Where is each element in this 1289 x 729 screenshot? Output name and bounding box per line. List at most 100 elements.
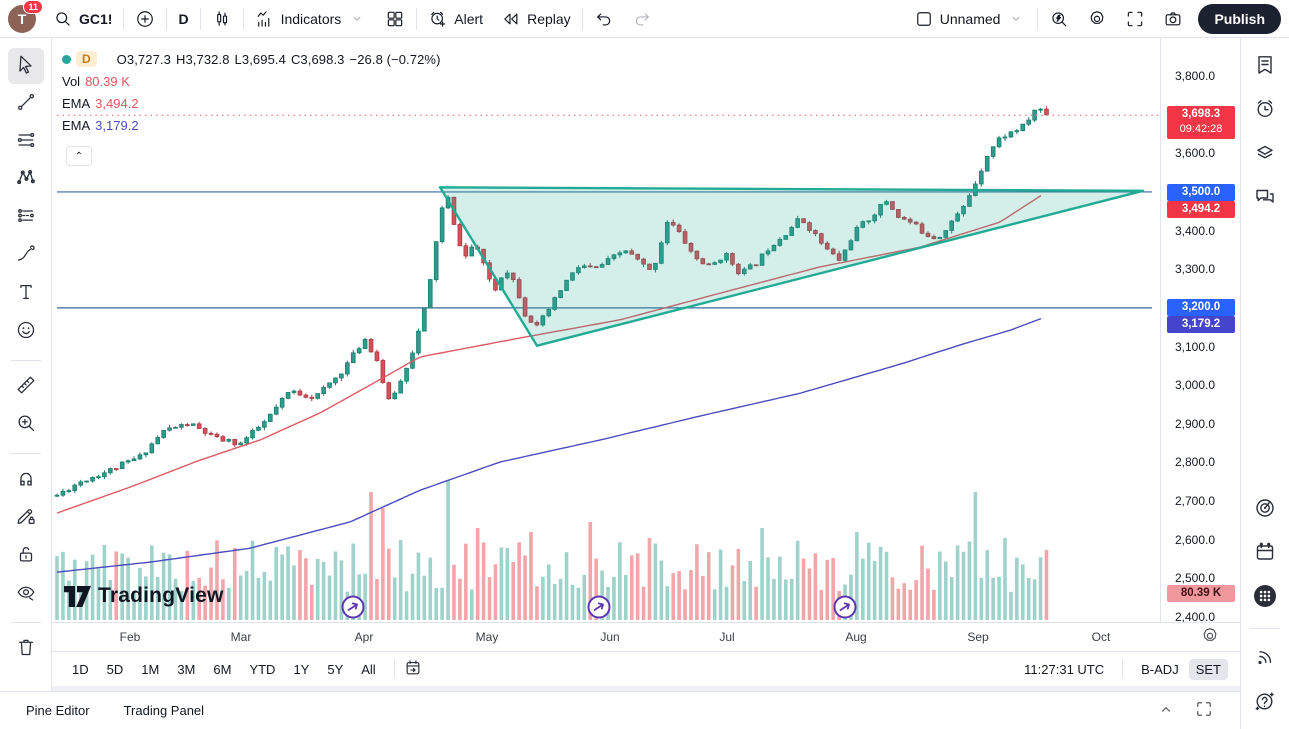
fib-retracement-tool-button[interactable] — [8, 124, 44, 160]
axis-settings-gear-icon[interactable] — [1200, 626, 1218, 644]
range-button-all[interactable]: All — [361, 661, 376, 677]
range-toolbar: 1D 5D 1M 3M 6M YTD 1Y 5Y All 11:27:31 UTC B-ADJ … — [52, 651, 1240, 686]
alarm-sidebar-button[interactable] — [1247, 89, 1283, 133]
magnet-tool-button[interactable] — [8, 462, 44, 498]
ruler-tool-button[interactable] — [8, 369, 44, 405]
idea-marker-icon[interactable] — [587, 595, 611, 619]
idea-marker-icon[interactable] — [833, 595, 857, 619]
economic-calendar-sidebar-button[interactable] — [1247, 532, 1283, 576]
economic-calendar-icon — [1253, 540, 1277, 569]
bottom-panel: Pine Editor Trading Panel — [0, 691, 1240, 729]
interval-button[interactable]: D — [169, 4, 197, 34]
lock-open-tool-button[interactable] — [8, 538, 44, 574]
text-tool-tool-button[interactable] — [8, 276, 44, 312]
price-tick: 3,000.0 — [1175, 378, 1216, 393]
ohlc-low: L3,695.4 — [234, 51, 286, 67]
legend-collapse-button[interactable]: ⌃ — [66, 146, 92, 166]
range-button-3m[interactable]: 3M — [177, 661, 196, 677]
toolbar-divider — [416, 7, 418, 30]
panel-expand-chevron-up-icon[interactable] — [1156, 699, 1176, 722]
indicator-templates-button[interactable] — [376, 4, 414, 34]
emoji-tool-button[interactable] — [8, 314, 44, 350]
fib-retracement-icon — [15, 129, 37, 156]
text-tool-icon — [15, 281, 37, 308]
range-button-6m[interactable]: 6M — [213, 661, 232, 677]
help-sidebar-button[interactable] — [1247, 681, 1283, 725]
ema-slow-legend-row[interactable]: EMA 3,179.2 — [62, 114, 441, 136]
xabcd-pattern-tool-button[interactable] — [8, 162, 44, 198]
brush-tool-button[interactable] — [8, 238, 44, 274]
tab-pine-editor[interactable]: Pine Editor — [26, 703, 90, 718]
range-button-5d[interactable]: 5D — [106, 661, 124, 677]
zoom-in-tool-button[interactable] — [8, 407, 44, 443]
range-button-5y[interactable]: 5Y — [327, 661, 344, 677]
trash-tool-button[interactable] — [8, 631, 44, 667]
cursor-tool-button[interactable] — [7, 48, 44, 84]
replay-rewind-icon — [501, 9, 521, 29]
chart-canvas[interactable]: D O3,727.3 H3,732.8 L3,695.4 C3,698.3 −2… — [52, 38, 1160, 622]
layout-select-button[interactable]: Unnamed — [905, 4, 1036, 34]
range-button-ytd[interactable]: YTD — [249, 661, 276, 677]
adjustment-toggle[interactable]: B-ADJ — [1141, 661, 1179, 677]
idea-marker-icon[interactable] — [341, 595, 365, 619]
clock-utc[interactable]: 11:27:31 UTC — [1024, 661, 1105, 677]
time-axis[interactable]: Feb Mar Apr May Jun Jul Aug Sep Oct — [52, 622, 1240, 651]
chart-style-button[interactable] — [203, 4, 241, 34]
toolbar-divider — [1122, 660, 1124, 678]
user-avatar[interactable]: T 11 — [8, 0, 43, 33]
quick-search-button[interactable] — [1040, 4, 1078, 34]
session-toggle[interactable]: SET — [1188, 658, 1228, 680]
range-button-1y[interactable]: 1Y — [293, 661, 310, 677]
price-tick: 2,400.0 — [1175, 610, 1216, 624]
price-tick: 3,400.0 — [1175, 223, 1216, 238]
price-chart[interactable] — [52, 38, 1160, 622]
range-button-1m[interactable]: 1M — [141, 661, 160, 677]
apps-grid-sidebar-button[interactable] — [1247, 576, 1283, 620]
go-to-date-icon — [403, 658, 423, 681]
time-tick-month: Jul — [719, 630, 735, 644]
interval-badge[interactable]: D — [76, 51, 97, 67]
symbol-name: GC1! — [79, 10, 113, 27]
snapshot-button[interactable] — [1154, 4, 1192, 34]
symbol-legend-row[interactable]: D O3,727.3 H3,732.8 L3,695.4 C3,698.3 −2… — [62, 48, 441, 70]
screener-radar-icon — [1253, 496, 1277, 525]
alert-button[interactable]: Alert — [419, 4, 492, 34]
indicators-button[interactable]: Indicators — [246, 4, 377, 34]
plus-circle-icon — [135, 9, 155, 29]
settings-button[interactable] — [1078, 4, 1116, 34]
fullscreen-button[interactable] — [1116, 4, 1154, 34]
redo-button[interactable] — [623, 4, 661, 34]
go-to-date-button[interactable] — [403, 658, 423, 681]
trend-line-tool-button[interactable] — [8, 86, 44, 122]
watchlist-sidebar-button[interactable] — [1247, 45, 1283, 89]
tab-trading-panel[interactable]: Trading Panel — [123, 703, 205, 718]
ema-slow-value: 3,179.2 — [95, 117, 139, 133]
object-tree-sidebar-button[interactable] — [1247, 133, 1283, 177]
publish-button[interactable]: Publish — [1198, 3, 1281, 34]
price-tick: 2,800.0 — [1175, 455, 1216, 470]
price-label-badge: 3,500.0 — [1167, 184, 1235, 201]
brush-icon — [15, 243, 37, 270]
chat-sidebar-button[interactable] — [1247, 177, 1283, 221]
replay-button[interactable]: Replay — [492, 4, 580, 34]
range-button-1d[interactable]: 1D — [72, 661, 89, 677]
position-forecast-tool-button[interactable] — [8, 200, 44, 236]
price-axis[interactable]: 3,800.0 3,600.0 3,400.0 3,300.0 3,100.0 3,000… — [1160, 38, 1240, 624]
panel-maximize-icon[interactable] — [1194, 699, 1214, 722]
indicators-icon — [255, 9, 275, 29]
emoji-icon — [15, 319, 37, 346]
toolbar-divider — [10, 360, 41, 361]
draw-pencil-icon — [15, 505, 37, 532]
screener-radar-sidebar-button[interactable] — [1247, 488, 1283, 532]
zoom-in-icon — [15, 412, 37, 439]
symbol-search-button[interactable]: GC1! — [44, 4, 121, 34]
draw-pencil-tool-button[interactable] — [8, 500, 44, 536]
volume-legend-row[interactable]: Vol 80.39 K — [62, 70, 441, 92]
ema-fast-legend-row[interactable]: EMA 3,494.2 — [62, 92, 441, 114]
compare-add-button[interactable] — [126, 4, 164, 34]
ideas-feed-sidebar-button[interactable] — [1247, 637, 1283, 681]
indicators-label: Indicators — [280, 10, 342, 27]
undo-button[interactable] — [585, 4, 623, 34]
redo-icon — [632, 9, 652, 29]
eye-hide-tool-button[interactable] — [8, 576, 44, 612]
